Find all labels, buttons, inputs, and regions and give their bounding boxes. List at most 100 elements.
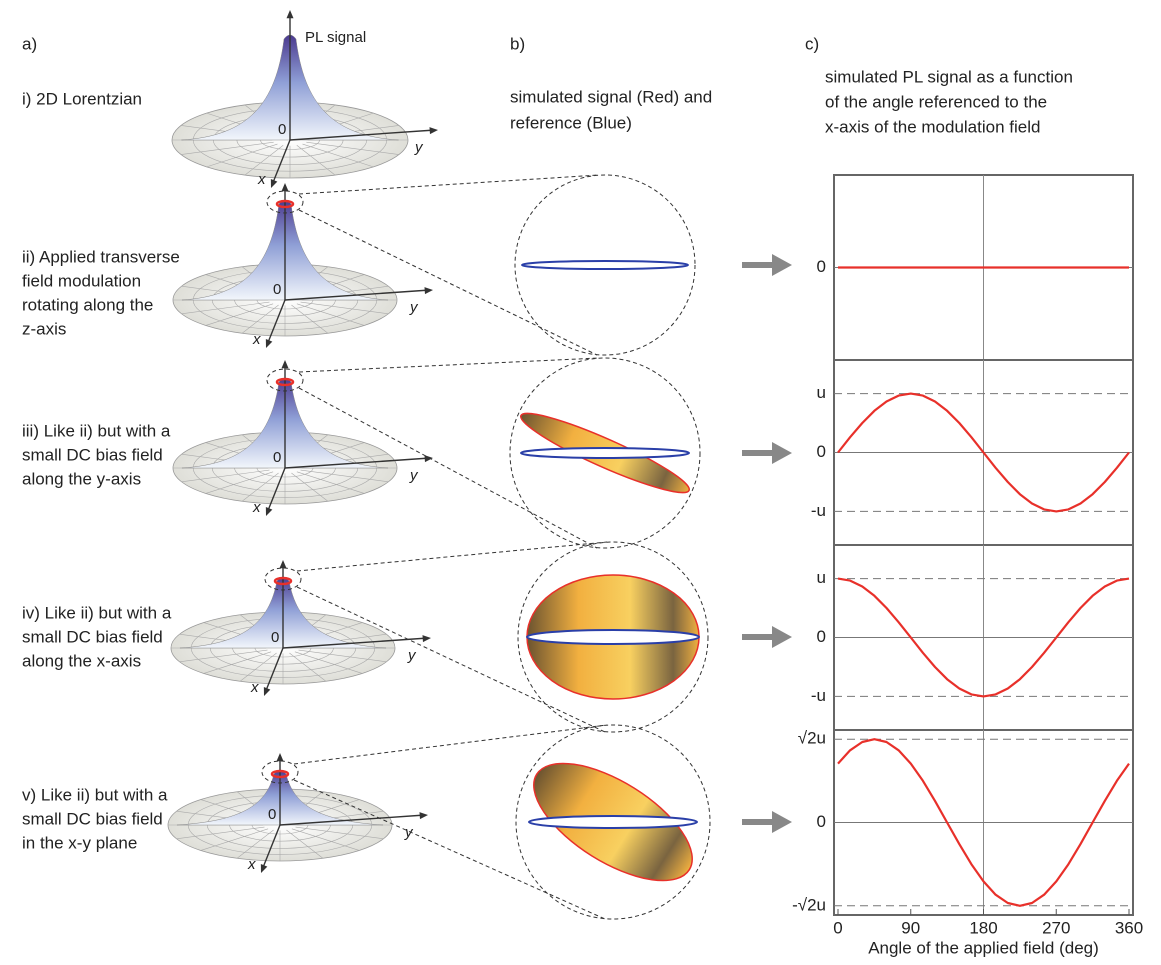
zoom-line xyxy=(298,209,598,356)
x-axis xyxy=(261,824,281,871)
y-axis xyxy=(279,814,426,826)
c-caption: x-axis of the modulation field xyxy=(825,117,1040,136)
disk-spoke xyxy=(181,469,270,483)
x-label: x xyxy=(252,499,261,516)
z-axis-label: PL signal xyxy=(305,29,366,46)
x-axis xyxy=(266,467,286,514)
x-tick-label: 180 xyxy=(969,918,997,937)
row-label: ii) Applied transverse xyxy=(22,247,180,266)
c-caption: simulated PL signal as a function xyxy=(825,67,1073,86)
arrow-head xyxy=(265,339,273,348)
x-axis xyxy=(266,299,286,346)
arrow-head xyxy=(281,360,289,369)
row-label: v) Like ii) but with a xyxy=(22,785,168,804)
arrow-head xyxy=(422,635,431,643)
arrow-head xyxy=(270,179,278,188)
x-axis-label: Angle of the applied field (deg) xyxy=(868,938,1099,957)
flow-arrow xyxy=(742,254,792,276)
disk-spoke xyxy=(302,143,374,168)
y-tick-label: 0 xyxy=(817,812,826,831)
x-tick-label: 0 xyxy=(833,918,842,937)
disk-spoke xyxy=(180,141,274,155)
zoom-ring xyxy=(266,190,304,214)
reference xyxy=(526,629,700,645)
disk-spoke xyxy=(289,652,327,682)
disk-spoke xyxy=(241,472,279,502)
zoom-line xyxy=(296,541,608,572)
arrow-head xyxy=(276,753,284,762)
y-label: y xyxy=(409,467,419,484)
row-label: field modulation xyxy=(22,271,141,290)
origin-label: 0 xyxy=(271,629,279,646)
zoom-line xyxy=(293,724,608,765)
y-axis xyxy=(282,637,429,649)
y-axis xyxy=(284,457,431,469)
disk-spoke xyxy=(200,828,269,851)
zoom-line xyxy=(298,387,598,549)
zoom-circle xyxy=(514,174,696,356)
y-label: y xyxy=(414,139,424,156)
zoom-ring xyxy=(266,368,304,392)
signal-line xyxy=(837,577,1130,698)
reference xyxy=(521,260,689,270)
disk-spoke xyxy=(205,471,274,494)
row-label: along the y-axis xyxy=(22,469,141,488)
x-axis xyxy=(271,139,291,186)
disk-spoke xyxy=(181,301,270,315)
reference xyxy=(520,447,690,459)
panel-label: c) xyxy=(805,34,819,53)
y-tick-label: u xyxy=(817,568,826,587)
disk-spoke xyxy=(203,651,272,674)
reference xyxy=(528,815,698,829)
y-tick-label: -√2u xyxy=(792,895,826,914)
row-label: small DC bias field xyxy=(22,445,163,464)
c-caption: of the angle referenced to the xyxy=(825,92,1047,111)
disk-spoke xyxy=(294,651,363,674)
x-label: x xyxy=(250,679,259,696)
zoom-ring xyxy=(264,567,302,591)
panel-label: b) xyxy=(510,34,525,53)
b-caption: reference (Blue) xyxy=(510,113,632,132)
disk-spoke xyxy=(296,303,365,326)
y-label: y xyxy=(409,299,419,316)
arrow-head xyxy=(263,687,271,696)
zoom-circle xyxy=(515,724,711,920)
x-tick-label: 360 xyxy=(1115,918,1143,937)
flow-arrow xyxy=(742,626,792,648)
y-axis xyxy=(284,289,431,301)
arrow-head xyxy=(279,560,287,569)
arrow-head xyxy=(281,183,289,192)
arrow-head xyxy=(419,812,428,820)
disk-spoke xyxy=(206,143,278,168)
origin-label: 0 xyxy=(278,121,286,138)
disk-spoke xyxy=(236,829,274,859)
x-label: x xyxy=(257,171,266,188)
row-label: iii) Like ii) but with a xyxy=(22,421,171,440)
y-tick-label: √2u xyxy=(798,729,826,748)
row-label: in the x-y plane xyxy=(22,833,137,852)
y-tick-label: 0 xyxy=(817,442,826,461)
disk-spoke xyxy=(179,649,268,663)
zoom-circle xyxy=(509,357,701,549)
y-label: y xyxy=(407,647,417,664)
disk-spoke xyxy=(176,826,265,840)
row-label: small DC bias field xyxy=(22,809,163,828)
disk-spoke xyxy=(296,471,365,494)
row-label: i) 2D Lorentzian xyxy=(22,89,142,108)
rim xyxy=(275,377,295,387)
rim xyxy=(273,576,293,586)
arrow-head xyxy=(424,455,433,463)
disk-spoke xyxy=(300,301,389,315)
y-label: y xyxy=(404,824,414,841)
y-axis xyxy=(289,129,436,141)
x-label: x xyxy=(252,331,261,348)
x-axis xyxy=(264,647,284,694)
origin-label: 0 xyxy=(273,449,281,466)
disk-spoke xyxy=(295,826,384,840)
disk-spoke xyxy=(241,304,279,334)
disk-spoke xyxy=(205,303,274,326)
y-tick-label: u xyxy=(817,383,826,402)
row-label: rotating along the xyxy=(22,295,153,314)
disk-spoke xyxy=(239,652,277,682)
